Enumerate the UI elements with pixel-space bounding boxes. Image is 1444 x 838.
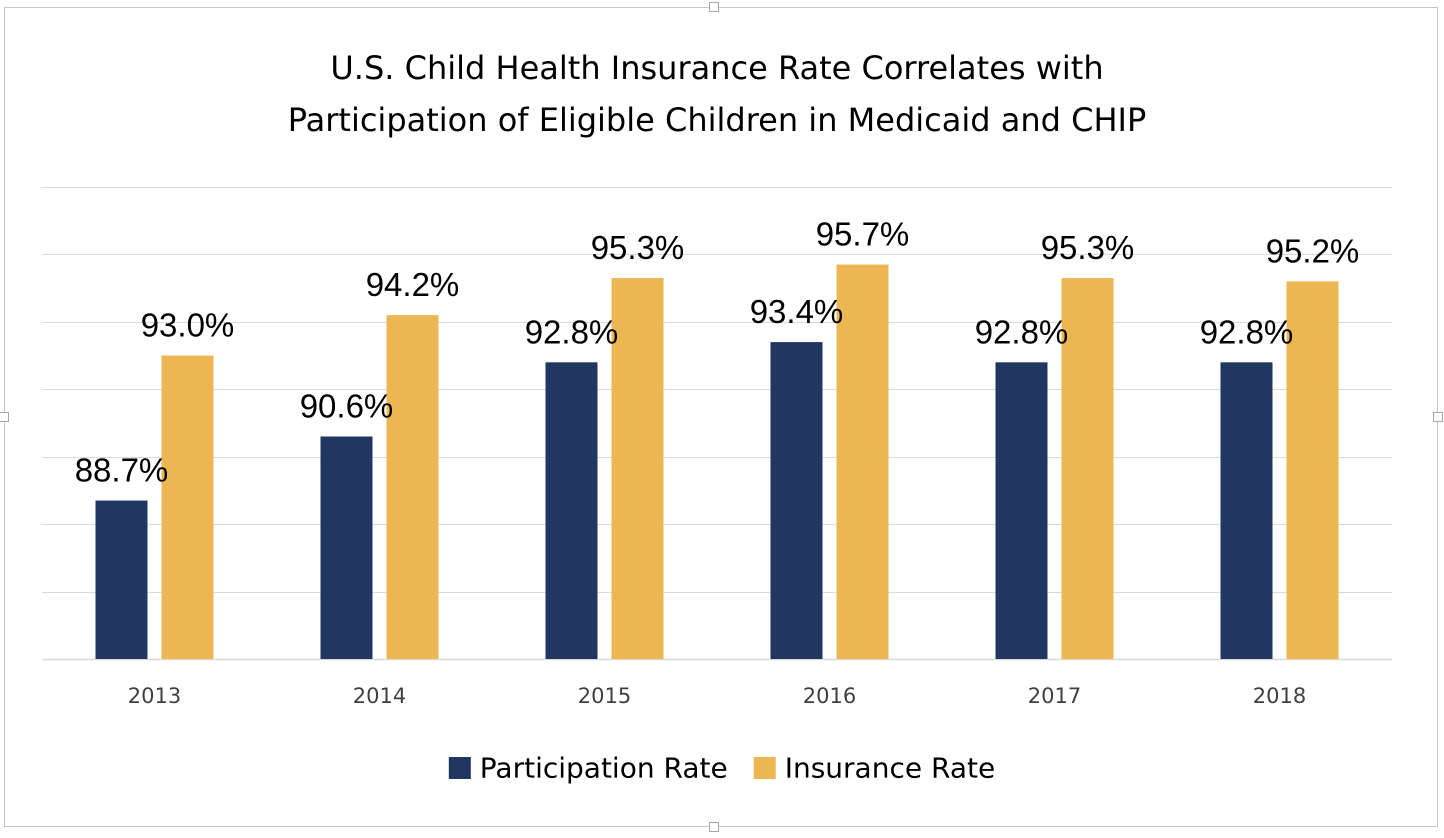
data-label-participation-rate-2017: 92.8% bbox=[975, 313, 1069, 350]
bar-insurance-rate-2016 bbox=[836, 264, 889, 659]
data-label-insurance-rate-2018: 95.2% bbox=[1266, 232, 1360, 269]
legend-swatch-insurance-rate bbox=[753, 757, 776, 779]
resize-handle-left[interactable] bbox=[0, 412, 9, 422]
x-tick-label-2014: 2014 bbox=[353, 684, 406, 708]
data-labels: 88.7% 93.0% 90.6% 94.2% 92.8% 95.3% 93.4% 95.7%… bbox=[75, 216, 1360, 489]
legend-swatch-participation-rate bbox=[448, 757, 471, 779]
x-tick-label-2018: 2018 bbox=[1253, 684, 1306, 708]
bar-insurance-rate-2015 bbox=[611, 278, 664, 659]
legend-label-insurance-rate: Insurance Rate bbox=[785, 752, 995, 785]
data-label-participation-rate-2015: 92.8% bbox=[525, 313, 619, 350]
data-label-insurance-rate-2016: 95.7% bbox=[816, 216, 910, 253]
legend-label-participation-rate: Participation Rate bbox=[480, 752, 728, 785]
bar-participation-rate-2013 bbox=[95, 500, 148, 659]
x-tick-label-2016: 2016 bbox=[803, 684, 856, 708]
resize-handle-top[interactable] bbox=[709, 2, 719, 12]
bar-participation-rate-2017 bbox=[995, 362, 1048, 659]
legend: Participation Rate Insurance Rate bbox=[448, 752, 995, 785]
data-label-participation-rate-2018: 92.8% bbox=[1200, 313, 1294, 350]
bar-insurance-rate-2018 bbox=[1286, 281, 1339, 659]
gridlines bbox=[42, 187, 1392, 661]
x-tick-label-2017: 2017 bbox=[1028, 684, 1081, 708]
bar-participation-rate-2014 bbox=[320, 436, 373, 659]
x-tick-label-2015: 2015 bbox=[578, 684, 631, 708]
resize-handle-right[interactable] bbox=[1433, 412, 1443, 422]
data-label-insurance-rate-2017: 95.3% bbox=[1041, 229, 1135, 266]
x-tick-label-2013: 2013 bbox=[128, 684, 181, 708]
data-label-participation-rate-2016: 93.4% bbox=[750, 293, 844, 330]
data-label-insurance-rate-2014: 94.2% bbox=[366, 266, 460, 303]
data-label-participation-rate-2014: 90.6% bbox=[300, 387, 394, 424]
resize-handle-bottom[interactable] bbox=[709, 822, 719, 832]
chart-title-line-1: U.S. Child Health Insurance Rate Correla… bbox=[330, 49, 1103, 87]
x-axis-tick-labels: 2013 2014 2015 2016 2017 2018 bbox=[128, 684, 1306, 708]
data-label-insurance-rate-2015: 95.3% bbox=[591, 229, 685, 266]
bar-participation-rate-2016 bbox=[770, 342, 823, 659]
bar-insurance-rate-2013 bbox=[161, 355, 214, 659]
bar-participation-rate-2018 bbox=[1220, 362, 1273, 659]
data-label-insurance-rate-2013: 93.0% bbox=[141, 307, 235, 344]
chart-title-line-2: Participation of Eligible Children in Me… bbox=[288, 101, 1146, 139]
bars bbox=[95, 264, 1339, 659]
bar-insurance-rate-2017 bbox=[1061, 278, 1114, 659]
bar-insurance-rate-2014 bbox=[386, 315, 439, 659]
data-label-participation-rate-2013: 88.7% bbox=[75, 452, 169, 489]
bar-participation-rate-2015 bbox=[545, 362, 598, 659]
